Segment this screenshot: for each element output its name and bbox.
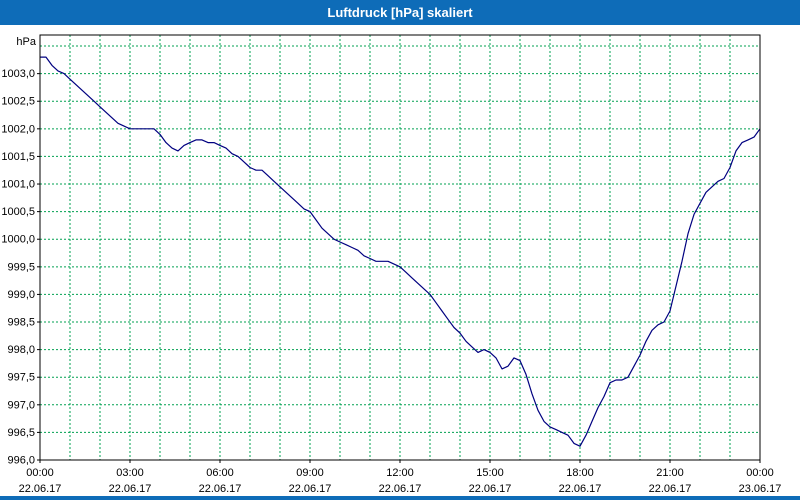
chart-title: Luftdruck [hPa] skaliert (327, 5, 473, 20)
x-tick-time: 03:00 (116, 467, 144, 479)
svg-text:996,5: 996,5 (7, 427, 35, 439)
svg-text:1000,5: 1000,5 (1, 206, 35, 218)
svg-text:998,5: 998,5 (7, 317, 35, 329)
svg-text:1001,5: 1001,5 (1, 151, 35, 163)
x-axis-labels: 00:00 22.06.17 03:00 22.06.17 06:00 22.06.17 0… (19, 460, 782, 495)
x-tick-time: 09:00 (296, 467, 324, 479)
x-tick-time: 06:00 (206, 467, 234, 479)
x-tick-time: 12:00 (386, 467, 414, 479)
bottom-strip (0, 496, 800, 500)
x-tick-date: 22.06.17 (199, 483, 242, 495)
svg-text:996,0: 996,0 (7, 455, 35, 467)
svg-text:998,0: 998,0 (7, 344, 35, 356)
svg-text:1000,0: 1000,0 (1, 234, 35, 246)
svg-text:1002,5: 1002,5 (1, 96, 35, 108)
title-bar: Luftdruck [hPa] skaliert (0, 0, 800, 25)
chart-area: 1003,0 1002,5 1002,0 1001,5 1001,0 1000,5 1000… (0, 25, 800, 496)
x-tick-time: 18:00 (566, 467, 594, 479)
svg-text:997,5: 997,5 (7, 372, 35, 384)
x-tick-date: 22.06.17 (469, 483, 512, 495)
svg-text:1003,0: 1003,0 (1, 68, 35, 80)
pressure-chart: 1003,0 1002,5 1002,0 1001,5 1001,0 1000,5 1000… (1, 34, 782, 495)
y-axis-labels: 1003,0 1002,5 1002,0 1001,5 1001,0 1000,5 1000… (1, 68, 40, 467)
x-tick-date: 23.06.17 (739, 483, 782, 495)
x-tick-time: 21:00 (656, 467, 684, 479)
x-tick-time: 15:00 (476, 467, 504, 479)
y-axis-unit-label: hPa (16, 36, 36, 48)
x-tick-date: 22.06.17 (289, 483, 332, 495)
svg-text:999,5: 999,5 (7, 261, 35, 273)
grid (40, 35, 760, 460)
svg-text:997,0: 997,0 (7, 399, 35, 411)
x-tick-date: 22.06.17 (379, 483, 422, 495)
pressure-line (40, 56, 761, 447)
x-tick-date: 22.06.17 (19, 483, 62, 495)
x-tick-time: 00:00 (26, 467, 54, 479)
x-tick-date: 22.06.17 (109, 483, 152, 495)
svg-text:999,0: 999,0 (7, 289, 35, 301)
svg-text:1001,0: 1001,0 (1, 179, 35, 191)
x-tick-time: 00:00 (746, 467, 774, 479)
x-tick-date: 22.06.17 (649, 483, 692, 495)
svg-text:1002,0: 1002,0 (1, 123, 35, 135)
x-tick-date: 22.06.17 (559, 483, 602, 495)
